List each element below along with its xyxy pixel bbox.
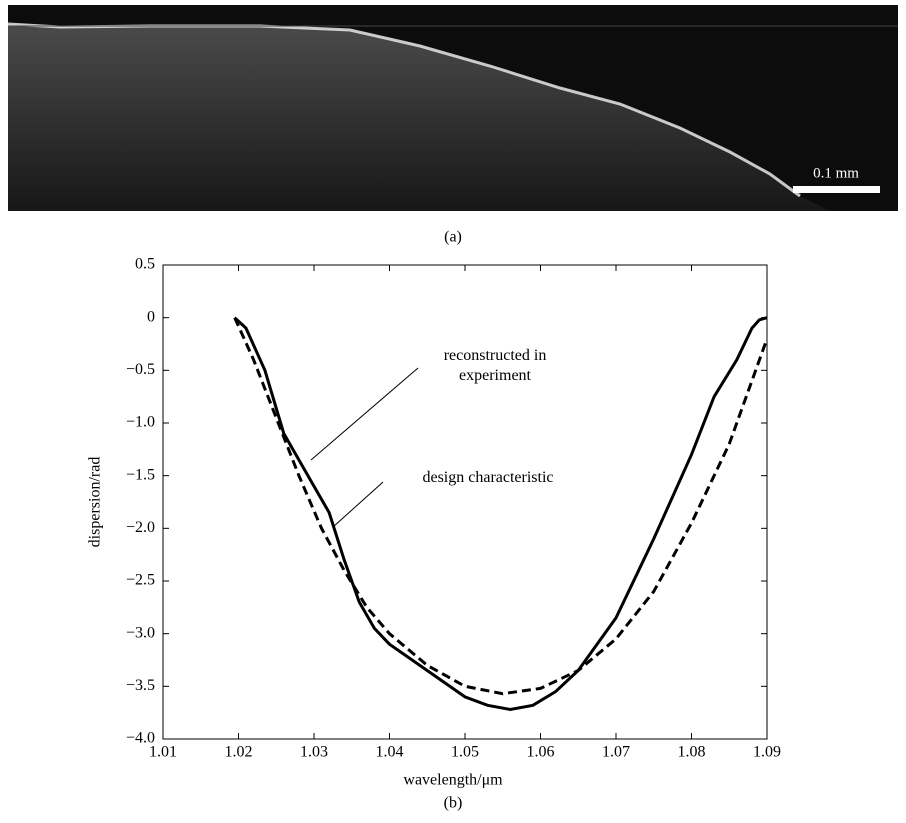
scale-bar-label: 0.1 mm (813, 165, 859, 181)
series-line (233, 316, 768, 712)
caption-b: (b) (444, 795, 463, 812)
x-tick-label: 1.03 (300, 744, 328, 761)
x-tick-label: 1.05 (451, 744, 479, 761)
series-label: design characteristic (422, 469, 554, 486)
y-tick-label: −0.5 (126, 361, 155, 378)
y-tick-label: −3.0 (126, 624, 155, 641)
y-tick-label: 0.5 (135, 256, 155, 273)
x-tick-label: 1.01 (149, 744, 177, 761)
y-tick-label: −2.0 (126, 519, 155, 536)
annotation-leader (310, 367, 419, 461)
caption-a: (a) (444, 229, 462, 246)
plot-frame (162, 264, 768, 740)
x-tick-label: 1.04 (376, 744, 404, 761)
x-tick-label: 1.09 (753, 744, 781, 761)
y-tick-label: 0 (147, 308, 155, 325)
oct-image: 0.1 mm (7, 5, 898, 211)
y-axis-label: dispersion/rad (87, 457, 104, 548)
series-line (233, 317, 769, 696)
x-tick-label: 1.08 (678, 744, 706, 761)
y-tick-label: −1.5 (126, 466, 155, 483)
x-tick-label: 1.02 (225, 744, 253, 761)
y-tick-label: −4.0 (126, 730, 155, 747)
y-tick-label: −3.5 (126, 677, 155, 694)
x-tick-label: 1.07 (602, 744, 630, 761)
series-label: reconstructed in experiment (443, 347, 547, 384)
x-tick-label: 1.06 (527, 744, 555, 761)
y-tick-label: −1.0 (126, 414, 155, 431)
x-axis-label: wavelength/μm (403, 772, 503, 789)
y-tick-label: −2.5 (126, 572, 155, 589)
annotation-leader (332, 481, 384, 528)
